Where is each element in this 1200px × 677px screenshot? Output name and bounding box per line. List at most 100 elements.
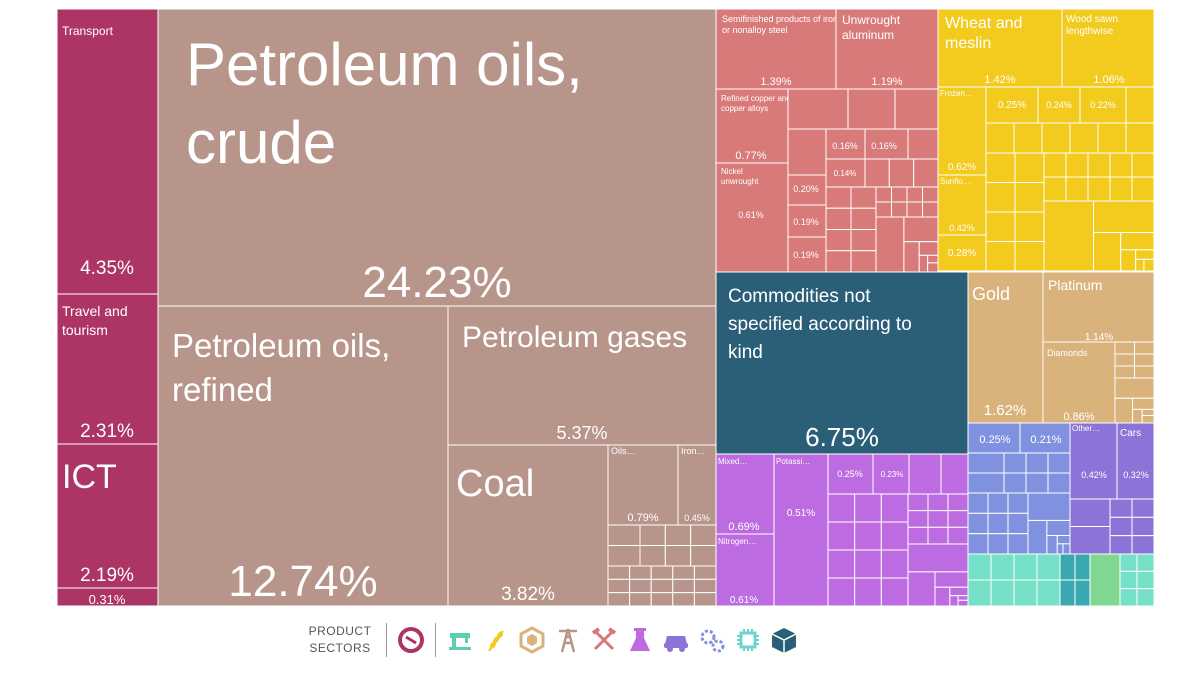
treemap-tile-small[interactable] [1119, 570, 1138, 590]
treemap-tile-small[interactable] [880, 549, 909, 579]
treemap-tile-small[interactable] [949, 595, 959, 607]
treemap-tile-small[interactable] [927, 526, 949, 545]
treemap-tile-small[interactable] [957, 595, 969, 601]
treemap-tile-small[interactable] [990, 553, 1015, 581]
treemap-tile-small[interactable] [907, 128, 939, 160]
metals-icon[interactable] [587, 623, 621, 657]
treemap-tile-small[interactable] [891, 186, 908, 203]
treemap-tile-small[interactable] [985, 182, 1016, 213]
treemap-tile-small[interactable] [927, 493, 949, 512]
treemap-tile-small[interactable] [1013, 553, 1038, 581]
treemap-tile[interactable] [787, 204, 827, 238]
treemap-tile-small[interactable] [1074, 579, 1091, 607]
treemap-tile-small[interactable] [906, 201, 923, 218]
treemap-tile-small[interactable] [1069, 122, 1099, 154]
treemap-tile-small[interactable] [985, 241, 1016, 272]
treemap-tile-small[interactable] [1043, 152, 1067, 178]
treemap-tile-small[interactable] [1027, 492, 1071, 521]
treemap-tile-small[interactable] [1097, 122, 1127, 154]
treemap-tile[interactable] [1061, 8, 1155, 88]
treemap-tile-small[interactable] [918, 254, 929, 273]
treemap-tile-small[interactable] [825, 207, 852, 230]
treemap-tile-small[interactable] [987, 512, 1009, 535]
treemap-tile-small[interactable] [787, 128, 827, 176]
treemap-tile-small[interactable] [1120, 249, 1137, 272]
treemap-tile-small[interactable] [922, 186, 939, 203]
treemap-tile-small[interactable] [1136, 553, 1155, 572]
treemap-tile-small[interactable] [967, 553, 992, 581]
treemap-tile-small[interactable] [1131, 498, 1155, 518]
treemap-tile-small[interactable] [1014, 152, 1045, 183]
treemap-tile-small[interactable] [1014, 182, 1045, 213]
treemap-tile-small[interactable] [1109, 176, 1133, 202]
treemap-tile[interactable] [937, 234, 987, 272]
treemap-tile-small[interactable] [934, 586, 951, 607]
treemap-tile-small[interactable] [1047, 472, 1071, 494]
treemap-tile-small[interactable] [1003, 472, 1027, 494]
treemap-tile-small[interactable] [1007, 512, 1029, 535]
treemap-tile-small[interactable] [1013, 579, 1038, 607]
treemap-tile-small[interactable] [854, 521, 882, 551]
treemap-tile[interactable] [1116, 422, 1155, 500]
treemap-tile-small[interactable] [607, 524, 641, 546]
treemap-tile-small[interactable] [985, 152, 1016, 183]
treemap-tile-small[interactable] [880, 521, 909, 551]
treemap-tile-small[interactable] [639, 545, 666, 567]
treemap-tile-small[interactable] [607, 592, 631, 607]
treemap-tile-small[interactable] [1014, 211, 1045, 242]
treemap-tile-small[interactable] [875, 201, 892, 218]
treemap-tile-small[interactable] [1136, 588, 1155, 607]
treemap-tile-small[interactable] [825, 186, 852, 209]
treemap-tile-small[interactable] [1114, 377, 1155, 399]
minerals-icon[interactable] [551, 623, 585, 657]
treemap-tile-small[interactable] [1131, 516, 1155, 537]
treemap-tile-small[interactable] [1109, 535, 1133, 555]
treemap-tile[interactable] [773, 453, 829, 607]
treemap-tile[interactable] [607, 444, 679, 526]
treemap-tile-small[interactable] [693, 565, 717, 580]
chemicals-icon[interactable] [623, 623, 657, 657]
treemap-tile-small[interactable] [1025, 472, 1049, 494]
agriculture-icon[interactable] [479, 623, 513, 657]
treemap-tile-small[interactable] [1059, 579, 1076, 607]
treemap-tile[interactable] [937, 86, 987, 176]
treemap-tile-small[interactable] [690, 524, 717, 546]
treemap-tile-small[interactable] [1043, 200, 1094, 272]
treemap-tile-small[interactable] [650, 565, 674, 580]
treemap-tile-small[interactable] [1014, 241, 1045, 272]
treemap-tile-small[interactable] [1059, 553, 1076, 581]
treemap-tile-small[interactable] [664, 545, 692, 567]
treemap-tile-small[interactable] [1087, 176, 1111, 202]
treemap-tile[interactable] [56, 8, 159, 295]
treemap-tile-small[interactable] [1013, 122, 1043, 154]
treemap-tile-small[interactable] [1134, 341, 1155, 355]
treemap-tile-small[interactable] [1069, 526, 1111, 555]
treemap-tile-small[interactable] [672, 592, 695, 607]
treemap-tile[interactable] [825, 158, 866, 188]
stone-icon[interactable] [515, 623, 549, 657]
treemap-tile-small[interactable] [825, 229, 852, 252]
treemap-tile-small[interactable] [854, 549, 882, 579]
machinery-icon[interactable] [695, 623, 729, 657]
services-icon[interactable] [394, 623, 428, 657]
treemap-tile-small[interactable] [1136, 570, 1155, 590]
treemap-tile-small[interactable] [1143, 258, 1155, 272]
treemap-tile-small[interactable] [903, 241, 920, 273]
treemap-tile-small[interactable] [847, 88, 896, 130]
treemap-tile-small[interactable] [908, 453, 942, 495]
treemap-tile-small[interactable] [1109, 152, 1133, 178]
treemap-tile-small[interactable] [827, 577, 856, 607]
treemap-tile-small[interactable] [629, 565, 652, 580]
treemap-tile-small[interactable] [967, 472, 1005, 494]
treemap-tile-small[interactable] [690, 545, 717, 567]
treemap-tile-small[interactable] [1065, 176, 1089, 202]
treemap-tile-small[interactable] [927, 254, 939, 264]
treemap-tile-small[interactable] [672, 578, 695, 594]
treemap-tile-small[interactable] [967, 512, 989, 535]
treemap-tile-small[interactable] [854, 493, 882, 523]
treemap-tile-small[interactable] [825, 250, 852, 273]
treemap-tile-small[interactable] [967, 452, 1005, 474]
treemap-tile-small[interactable] [875, 186, 892, 203]
treemap-tile-small[interactable] [907, 493, 929, 512]
treemap-tile-small[interactable] [907, 543, 969, 573]
